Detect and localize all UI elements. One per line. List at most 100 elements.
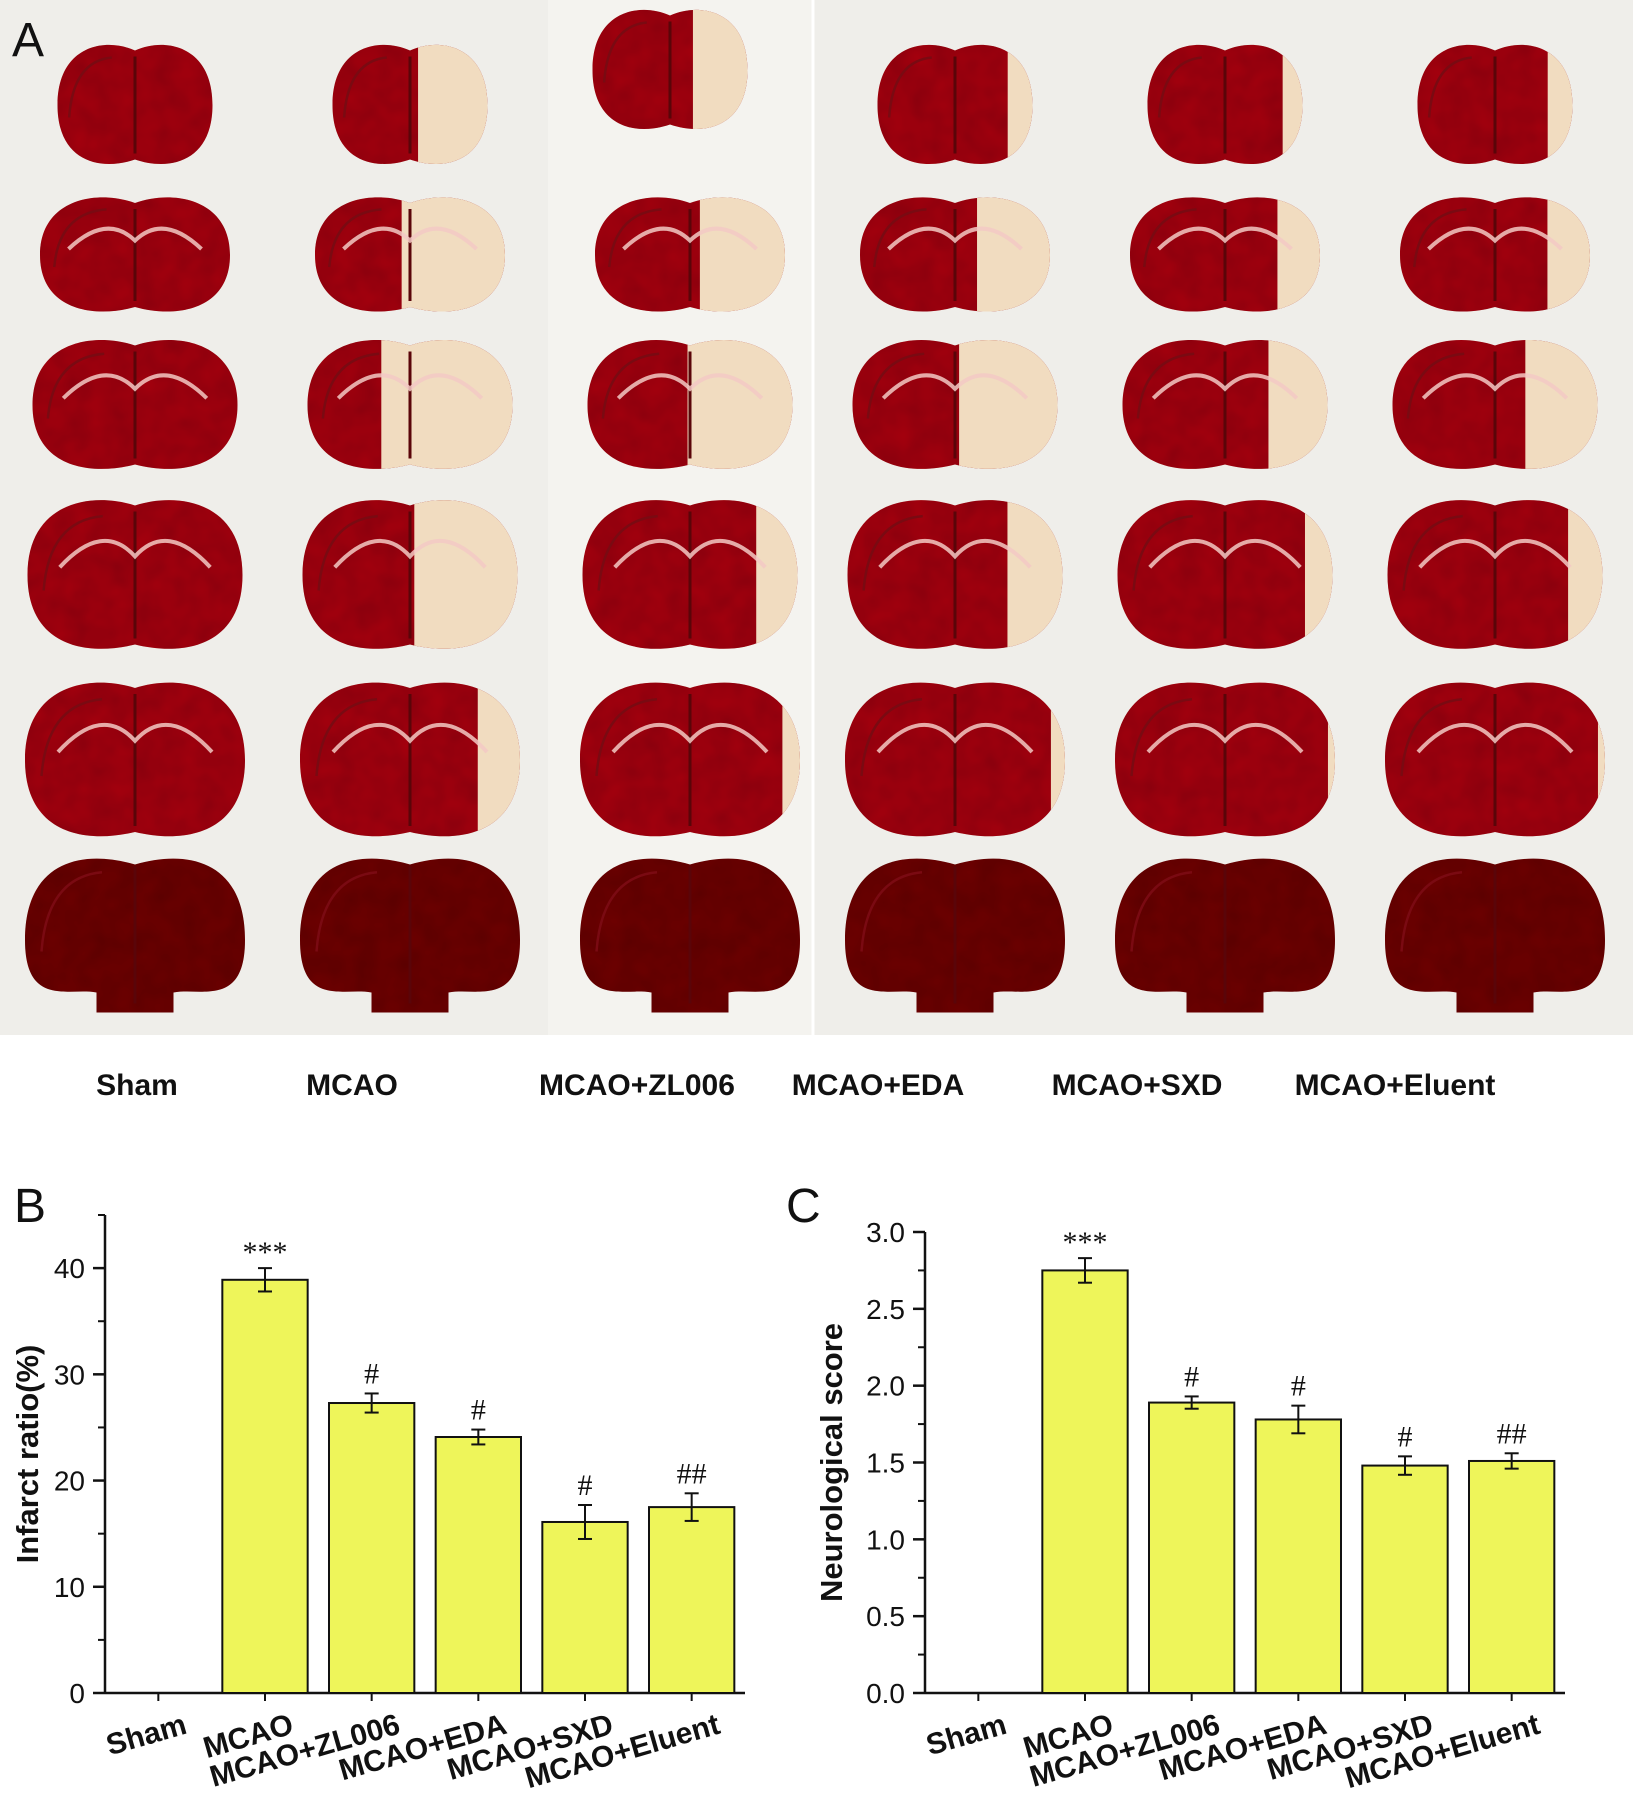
error-bar-mcao-eluent <box>1504 1452 1519 1470</box>
slice-infarct <box>959 339 1058 469</box>
slice-cortex-line <box>860 697 923 777</box>
slice-cortex-line <box>315 697 378 777</box>
slice-cortex-line <box>40 697 103 777</box>
brain-slice <box>25 682 245 837</box>
brain-slice <box>27 500 243 649</box>
panel-label-c: C <box>786 1180 821 1233</box>
significance-label: ## <box>677 1457 707 1490</box>
slice-infarct <box>1327 682 1335 837</box>
slice-cortex-line <box>1143 208 1197 268</box>
bar-mcao-eda <box>1254 1418 1342 1695</box>
slice-infarct <box>699 197 785 312</box>
group-labels: Sham MCAO MCAO+ZL006 MCAO+EDA MCAO+SXD MCAO+E… <box>96 1069 1495 1102</box>
slice-cortex-line <box>46 352 105 419</box>
group-label-mcao-zl006: MCAO+ZL006 <box>539 1069 735 1102</box>
slice-cortex-line <box>1402 514 1463 591</box>
brain-slice <box>595 197 785 312</box>
bar-mcao <box>1041 1269 1129 1694</box>
bar-mcao <box>221 1278 309 1694</box>
group-label-mcao-eluent: MCAO+Eluent <box>1295 1069 1496 1102</box>
slice-corpus-callosum <box>611 722 769 754</box>
slice-infarct <box>414 500 518 649</box>
y-tick-label: 3.0 <box>866 1217 905 1248</box>
slice-corpus-callosum <box>61 373 209 400</box>
error-bar-mcao-sxd <box>578 1503 592 1540</box>
error-bar-mcao-zl006 <box>364 1392 379 1414</box>
slice-cortex-line <box>1157 56 1202 118</box>
brain-slice <box>1122 339 1328 469</box>
error-bar-mcao <box>258 1267 272 1293</box>
slice-corpus-callosum <box>878 539 1032 569</box>
y-tick-label: 0.0 <box>866 1678 905 1709</box>
slice-corpus-callosum <box>56 722 214 754</box>
bar-mcao-zl006 <box>328 1402 416 1694</box>
bar-mcao-sxd <box>541 1520 629 1694</box>
significance-label: # <box>1184 1360 1199 1393</box>
y-tick-label: 30 <box>54 1359 85 1390</box>
group-label-sham: Sham <box>96 1069 178 1102</box>
brain-slice <box>587 339 793 469</box>
slice-cortex-line <box>321 352 380 419</box>
slice-corpus-callosum <box>67 226 203 251</box>
brain-slice <box>332 44 488 164</box>
x-tick-label: Sham <box>923 1708 1011 1762</box>
y-tick-label: 40 <box>54 1253 85 1284</box>
group-label-mcao-eda: MCAO+EDA <box>792 1069 965 1102</box>
brain-slice <box>592 9 748 129</box>
y-tick-label: 2.5 <box>866 1294 905 1325</box>
brain-slice <box>1417 44 1573 164</box>
slice-cortex-line <box>317 514 378 591</box>
slice-infarct <box>1597 682 1605 837</box>
error-bar-mcao-eda <box>471 1428 486 1446</box>
slice-cortex-line <box>1132 514 1193 591</box>
brain-slice <box>1385 682 1605 837</box>
slice-cortex-line <box>42 514 103 591</box>
significance-label: *** <box>243 1236 288 1269</box>
slice-corpus-callosum <box>1418 539 1572 569</box>
y-tick-label: 0 <box>69 1678 85 1709</box>
slice-infarct <box>687 339 793 469</box>
slice-cortex-line <box>328 208 382 268</box>
slice-cortex-line <box>53 208 107 268</box>
brain-slice <box>32 339 238 469</box>
slice-cortex-line <box>1413 208 1467 268</box>
y-tick-label: 10 <box>54 1572 85 1603</box>
slice-corpus-callosum <box>1416 722 1574 754</box>
slice-cortex-line <box>1130 871 1193 952</box>
significance-label: # <box>364 1357 379 1390</box>
slice-corpus-callosum <box>1151 373 1299 400</box>
slice-cortex-line <box>866 352 925 419</box>
slice-corpus-callosum <box>342 226 478 251</box>
slice-corpus-callosum <box>1421 373 1569 400</box>
slice-cortex-line <box>595 871 658 952</box>
slice-cortex-line <box>601 352 660 419</box>
slice-corpus-callosum <box>613 539 767 569</box>
bar-mcao-eluent <box>648 1506 736 1694</box>
panel-label-b: B <box>14 1180 46 1233</box>
slice-corpus-callosum <box>1148 539 1302 569</box>
brain-slice <box>40 197 230 312</box>
slice-cortex-line <box>1136 352 1195 419</box>
significance-label: # <box>1398 1420 1413 1453</box>
slice-infarct <box>418 44 488 164</box>
slice-infarct <box>401 197 505 312</box>
panel-c-chart: C 0.0 0.5 1.0 1.5 2.0 2.5 3.0 Neurological scor… <box>786 1180 1565 1795</box>
slice-cortex-line <box>862 514 923 591</box>
significance-label: *** <box>1063 1226 1108 1259</box>
brain-slice <box>315 197 505 312</box>
slice-corpus-callosum <box>1157 226 1293 251</box>
error-bar-mcao-zl006 <box>1184 1395 1199 1410</box>
y-tick-label: 1.0 <box>866 1524 905 1555</box>
slice-cortex-line <box>602 21 647 83</box>
slice-cortex-line <box>1400 697 1463 777</box>
bar-mcao-sxd <box>1361 1464 1449 1695</box>
y-tick-label: 1.5 <box>866 1448 905 1479</box>
bar-mcao-zl006 <box>1148 1401 1236 1694</box>
slice-cortex-line <box>595 697 658 777</box>
slice-cortex-line <box>342 56 387 118</box>
brain-slices <box>25 9 1605 1013</box>
slice-cortex-line <box>40 871 103 952</box>
slice-corpus-callosum <box>1427 226 1563 251</box>
